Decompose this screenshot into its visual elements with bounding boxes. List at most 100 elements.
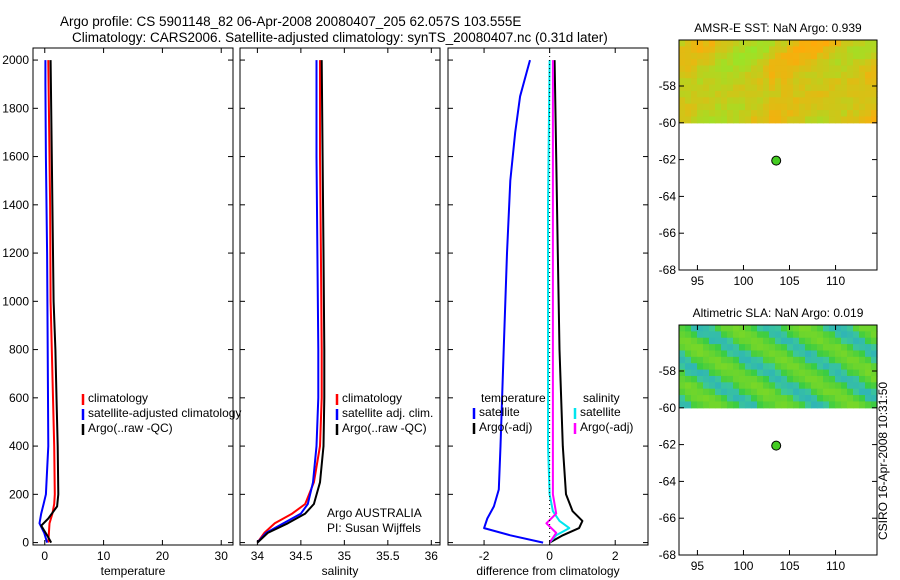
sst_map-cell bbox=[871, 65, 878, 73]
sla_map-cell bbox=[679, 382, 686, 390]
sst_map-cell bbox=[703, 84, 710, 92]
sla_map-cell bbox=[787, 337, 794, 345]
sla_map-cell bbox=[799, 369, 806, 377]
sla_map-cell bbox=[799, 382, 806, 390]
sla_map-cell bbox=[739, 337, 746, 345]
sla_map-cell bbox=[823, 375, 830, 383]
sla_map-cell bbox=[853, 331, 860, 339]
sla_map-cell bbox=[865, 356, 872, 364]
sla_map-cell bbox=[859, 388, 866, 396]
sst_map-cell bbox=[745, 46, 752, 54]
sla_map-cell bbox=[709, 382, 716, 390]
sla_map-cell bbox=[871, 382, 878, 390]
sla_map-cell bbox=[847, 331, 854, 339]
sst_map-cell bbox=[829, 40, 836, 47]
sst_map-cell bbox=[757, 52, 764, 60]
sst_map-cell bbox=[859, 103, 866, 111]
sla_map-cell bbox=[871, 325, 878, 332]
difference-xtick-label: 2 bbox=[612, 549, 619, 563]
sla_map-cell bbox=[697, 350, 704, 358]
sla_map-cell bbox=[739, 375, 746, 383]
temperature-xtick-label: 0 bbox=[41, 549, 48, 563]
salinity-legend-label: climatology bbox=[342, 391, 402, 405]
sla_map-cell bbox=[805, 382, 812, 390]
sla_map-cell bbox=[823, 388, 830, 396]
sst_map-cell bbox=[799, 97, 806, 105]
sst_map-cell bbox=[751, 110, 758, 118]
sst_map-cell bbox=[715, 40, 722, 47]
sla_map-cell bbox=[757, 344, 764, 352]
sst_map-cell bbox=[739, 46, 746, 54]
sla_map-cell bbox=[751, 375, 758, 383]
sst_map-cell bbox=[865, 103, 872, 111]
sst_map-cell bbox=[799, 59, 806, 67]
sst_map-cell bbox=[733, 97, 740, 105]
sla_map-cell bbox=[805, 344, 812, 352]
sla_map-cell bbox=[679, 395, 686, 403]
sla_map-cell bbox=[721, 401, 728, 409]
sla_map-cell bbox=[685, 382, 692, 390]
sla_map-cell bbox=[799, 363, 806, 371]
sla_map-cell bbox=[757, 382, 764, 390]
sst_map-cell bbox=[787, 116, 794, 124]
sla_map-cell bbox=[745, 325, 752, 332]
sst_map-cell bbox=[871, 103, 878, 111]
sla_map-cell bbox=[817, 382, 824, 390]
sla_map-xtick-label: 105 bbox=[779, 559, 799, 573]
sst_map-cell bbox=[685, 40, 692, 47]
sla_map-cell bbox=[823, 356, 830, 364]
sst_map-cell bbox=[691, 52, 698, 60]
sla_map-cell bbox=[709, 325, 716, 332]
sla_map-cell bbox=[805, 331, 812, 339]
sla_map-cell bbox=[829, 337, 836, 345]
sst_map-cell bbox=[751, 46, 758, 54]
sst_map-cell bbox=[781, 65, 788, 73]
sst_map-cell bbox=[733, 71, 740, 79]
sla_map-cell bbox=[709, 388, 716, 396]
sst_map-cell bbox=[847, 97, 854, 105]
sla_map-ytick-label: -68 bbox=[659, 548, 677, 562]
sla_map-cell bbox=[763, 395, 770, 403]
sst_map-ytick-label: -60 bbox=[659, 116, 677, 130]
sst_map-cell bbox=[769, 103, 776, 111]
sst_map-cell bbox=[769, 78, 776, 86]
sla_map-cell bbox=[805, 356, 812, 364]
sla_map-cell bbox=[709, 375, 716, 383]
sla_map-cell bbox=[859, 331, 866, 339]
sla_map-cell bbox=[769, 388, 776, 396]
sst_map-cell bbox=[823, 71, 830, 79]
sst_map-cell bbox=[769, 65, 776, 73]
sla_map-cell bbox=[871, 401, 878, 409]
sst_map-cell bbox=[781, 52, 788, 60]
sst_map-cell bbox=[775, 46, 782, 54]
sla_map-cell bbox=[769, 395, 776, 403]
sla_map-cell bbox=[739, 350, 746, 358]
sla_map-cell bbox=[793, 375, 800, 383]
sst_map-cell bbox=[709, 65, 716, 73]
sst_map-cell bbox=[835, 116, 842, 124]
sla_map-cell bbox=[829, 344, 836, 352]
sla_map-panel: Altimetric SLA: NaN Argo: 0.019 95 100 105 1… bbox=[659, 306, 878, 573]
sla_map-cell bbox=[703, 375, 710, 383]
sla_map-cell bbox=[733, 344, 740, 352]
salinity-annotation: PI: Susan Wijffels bbox=[327, 521, 421, 535]
sla_map-cell bbox=[847, 344, 854, 352]
salinity-annotation: Argo AUSTRALIA bbox=[327, 506, 422, 520]
sla_map-cell bbox=[691, 369, 698, 377]
sla_map-cell bbox=[733, 388, 740, 396]
sst_map-cell bbox=[739, 116, 746, 124]
sst_map-cell bbox=[679, 46, 686, 54]
sst_map-cell bbox=[691, 103, 698, 111]
depth-tick-label: 1800 bbox=[2, 101, 29, 115]
sla_map-cell bbox=[817, 331, 824, 339]
sst_map-cell bbox=[865, 84, 872, 92]
sst_map-cell bbox=[787, 78, 794, 86]
sla_map-cell bbox=[751, 325, 758, 332]
sla_map-cell bbox=[745, 388, 752, 396]
sla_map-cell bbox=[871, 375, 878, 383]
sst_map-cell bbox=[841, 90, 848, 98]
difference-legend-title: salinity bbox=[583, 391, 620, 405]
sst_map-cell bbox=[757, 40, 764, 47]
sla_map-cell bbox=[679, 363, 686, 371]
sst_map-cell bbox=[817, 116, 824, 124]
